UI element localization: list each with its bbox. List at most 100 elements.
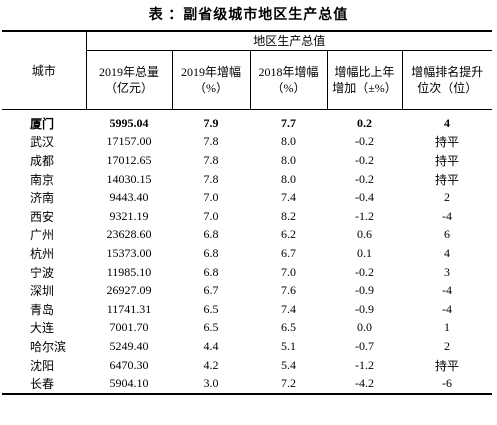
city-cell: 西安	[30, 209, 55, 224]
value-cell: 持平	[434, 172, 459, 187]
city-cell: 深圳	[30, 284, 55, 299]
value-cell: 3.0	[172, 374, 250, 395]
table-row: 青岛 11741.31 6.5 7.4 -0.9 -4	[2, 300, 492, 319]
value-cell: 5995.04	[109, 115, 149, 130]
value-cell: 7.7	[281, 115, 296, 130]
value-cell: -0.2	[355, 171, 374, 186]
value-cell: -0.4	[355, 190, 374, 205]
city-cell: 成都	[30, 153, 55, 168]
value-cell: 5249.40	[109, 338, 149, 353]
value-cell: 23628.60	[106, 227, 152, 242]
value-cell: 2	[444, 190, 450, 205]
value-cell: 5904.10	[86, 374, 172, 395]
value-cell: -4.2	[327, 374, 402, 395]
city-cell: 厦门	[30, 116, 55, 131]
value-cell: 4.4	[203, 338, 219, 353]
table-body: 厦门 5995.04 7.9 7.7 0.2 4 武汉 17157.00 7.8 8.0 -0.2 持…	[2, 110, 492, 395]
value-cell: 2	[444, 338, 450, 353]
value-cell: 8.2	[281, 208, 296, 223]
column-header: 2018年增幅（%）	[249, 50, 328, 110]
value-cell: 0.6	[357, 227, 372, 242]
column-header: 增幅排名提升位次（位）	[401, 50, 492, 110]
value-cell: 7001.70	[109, 320, 149, 335]
value-cell: -0.2	[355, 264, 374, 279]
value-cell: 0.1	[357, 245, 372, 260]
table-row: 广州 23628.60 6.8 6.2 0.6 6	[2, 226, 492, 245]
city-cell: 宁波	[30, 265, 55, 280]
table-row: 长春 5904.10 3.0 7.2 -4.2 -6	[2, 374, 492, 395]
value-cell: 8.0	[281, 152, 296, 167]
value-cell: 17012.65	[106, 152, 152, 167]
city-cell: 南京	[30, 172, 55, 187]
value-cell: 7.0	[203, 190, 219, 205]
table-row: 西安 9321.19 7.0 8.2 -1.2 -4	[2, 207, 492, 226]
value-cell: 7.8	[203, 134, 219, 149]
city-cell: 长春	[2, 374, 86, 395]
value-cell: -0.2	[355, 134, 374, 149]
value-cell: 26927.09	[106, 283, 152, 298]
value-cell: 11985.10	[106, 264, 152, 279]
column-header: 2019年总量（亿元）	[85, 50, 173, 110]
value-cell: 6.5	[203, 320, 219, 335]
value-cell: 6.7	[281, 245, 296, 260]
value-cell: -4	[442, 301, 452, 316]
value-cell: 4	[444, 245, 450, 260]
value-cell: 8.0	[281, 134, 296, 149]
gdp-table: 城市 地区生产总值 2019年总量（亿元） 2019年增幅（%） 2018年增幅（%…	[2, 30, 492, 395]
city-cell: 广州	[30, 228, 55, 243]
table-row: 深圳 26927.09 6.7 7.6 -0.9 -4	[2, 281, 492, 300]
value-cell: 9443.40	[109, 190, 149, 205]
value-cell: 6.5	[281, 320, 296, 335]
table-title: 表 ：副省级城市地区生产总值	[148, 8, 349, 23]
city-cell: 杭州	[30, 246, 55, 261]
value-cell: 7.9	[203, 115, 219, 130]
city-cell: 哈尔滨	[30, 339, 67, 354]
table-row: 厦门 5995.04 7.9 7.7 0.2 4	[2, 110, 492, 133]
value-cell: 5.1	[281, 338, 296, 353]
header-city: 城市	[2, 30, 87, 110]
table-row: 成都 17012.65 7.8 8.0 -0.2 持平	[2, 151, 492, 170]
value-cell: 7.8	[203, 171, 219, 186]
value-cell: 6.2	[281, 227, 296, 242]
value-cell: 7.8	[203, 152, 219, 167]
value-cell: 7.0	[281, 264, 296, 279]
value-cell: 6470.30	[109, 357, 149, 372]
table-row: 济南 9443.40 7.0 7.4 -0.4 2	[2, 188, 492, 207]
value-cell: 5.4	[281, 357, 296, 372]
city-cell: 武汉	[30, 135, 55, 150]
value-cell: 0.0	[357, 320, 372, 335]
value-cell: 7.6	[281, 283, 296, 298]
value-cell: 3	[444, 264, 450, 279]
value-cell: -0.7	[355, 338, 374, 353]
column-header: 2019年增幅（%）	[171, 50, 251, 110]
value-cell: 持平	[434, 358, 459, 373]
value-cell: 7.4	[281, 301, 296, 316]
table-row: 大连 7001.70 6.5 6.5 0.0 1	[2, 319, 492, 338]
header-group: 地区生产总值	[85, 30, 492, 51]
value-cell: 9321.19	[109, 208, 149, 223]
value-cell: -6	[402, 374, 492, 395]
value-cell: 7.2	[250, 374, 327, 395]
value-cell: 6.8	[203, 264, 219, 279]
value-cell: 15373.00	[106, 245, 152, 260]
table-row: 南京 14030.15 7.8 8.0 -0.2 持平	[2, 170, 492, 189]
value-cell: 6.5	[203, 301, 219, 316]
table-row: 杭州 15373.00 6.8 6.7 0.1 4	[2, 244, 492, 263]
value-cell: -4	[442, 208, 452, 223]
value-cell: 7.0	[203, 208, 219, 223]
value-cell: 4.2	[203, 357, 219, 372]
value-cell: 1	[444, 320, 450, 335]
value-cell: -0.2	[355, 152, 374, 167]
city-cell: 大连	[30, 321, 55, 336]
value-cell: 4	[444, 115, 450, 130]
column-header: 增幅比上年增加（±%）	[326, 50, 403, 110]
value-cell: 0.2	[357, 115, 372, 130]
value-cell: -0.9	[355, 301, 374, 316]
table-row: 武汉 17157.00 7.8 8.0 -0.2 持平	[2, 133, 492, 152]
value-cell: -0.9	[355, 283, 374, 298]
value-cell: -1.2	[355, 208, 374, 223]
value-cell: 6.7	[203, 283, 219, 298]
value-cell: -1.2	[355, 357, 374, 372]
table-row: 宁波 11985.10 6.8 7.0 -0.2 3	[2, 263, 492, 282]
